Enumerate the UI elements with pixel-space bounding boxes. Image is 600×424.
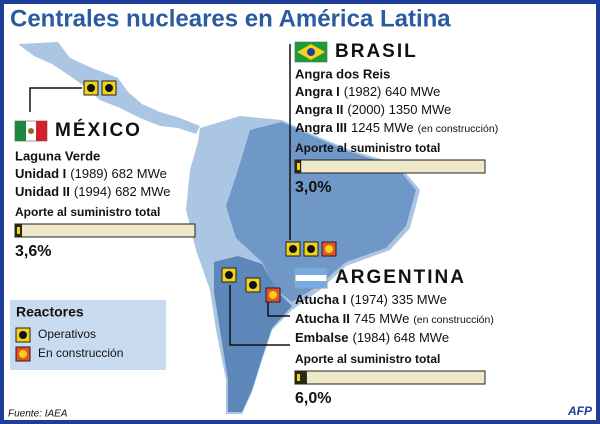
reactor-detail: 745 MWe — [354, 311, 409, 326]
reactor-operating — [83, 80, 99, 96]
reactor-line: Atucha II 745 MWe (en construcción) — [295, 311, 494, 326]
share-bar-track — [14, 223, 196, 238]
reactor-detail: (1989) 682 MWe — [70, 166, 167, 181]
flag-part — [295, 268, 327, 275]
reactor-operating — [245, 277, 261, 293]
reactor-name: Unidad II — [15, 184, 70, 199]
share-label: 3,0% — [295, 179, 331, 196]
reactor-line: Unidad II (1994) 682 MWe — [15, 184, 170, 199]
reactor-name: Atucha II — [295, 311, 350, 326]
flag-part — [28, 128, 34, 134]
connector — [267, 300, 290, 317]
icon-core — [19, 331, 27, 339]
reactor-name: Angra III — [295, 120, 347, 135]
reactor-line: Angra I (1982) 640 MWe — [295, 84, 440, 99]
country-name: ARGENTINA — [335, 267, 466, 288]
flag — [14, 120, 48, 142]
flag — [294, 267, 328, 289]
country-name: BRASIL — [335, 41, 418, 62]
reactor-construction — [265, 287, 281, 303]
reactor-detail: (1984) 648 MWe — [352, 330, 449, 345]
reactor-detail: (1974) 335 MWe — [350, 292, 447, 307]
reactor-line: Angra III 1245 MWe (en construcción) — [295, 120, 498, 135]
reactor-name: Atucha I — [295, 292, 346, 307]
flag-part — [15, 121, 26, 141]
reactor-detail: (2000) 1350 MWe — [347, 102, 451, 117]
reactor-detail: (1982) 640 MWe — [344, 84, 441, 99]
share-caption: Aporte al suministro total — [295, 352, 440, 366]
legend: Reactores Operativos En construcción — [10, 300, 166, 370]
reactor-operating — [221, 267, 237, 283]
share-bar-track — [294, 370, 486, 385]
reactor-name: Unidad I — [15, 166, 66, 181]
icon-core — [87, 84, 95, 92]
reactor-line: Angra II (2000) 1350 MWe — [295, 102, 451, 117]
title: Centrales nucleares en América Latina — [10, 5, 451, 32]
country-panel: MÉXICO Laguna Verde Unidad I (1989) 682 MWe… — [14, 119, 196, 260]
connector — [229, 285, 290, 346]
legend-item: Operativos — [38, 327, 96, 341]
site-name: Angra dos Reis — [295, 66, 390, 81]
icon-core — [307, 245, 315, 253]
icon-core — [289, 245, 297, 253]
source: Fuente: IAEA — [8, 409, 68, 420]
flag-part — [307, 48, 315, 56]
reactor-operating — [303, 241, 319, 257]
legend-box — [10, 300, 166, 370]
reactor-operating — [101, 80, 117, 96]
reactor-detail: 1245 MWe — [351, 120, 414, 135]
icon-core — [19, 350, 27, 358]
reactor-name: Angra I — [295, 84, 340, 99]
site-name: Laguna Verde — [15, 148, 100, 163]
reactor-note: (en construcción) — [413, 314, 494, 326]
icon-core — [249, 281, 257, 289]
reactor-note: (en construcción) — [418, 123, 499, 135]
connector — [29, 87, 82, 112]
share-caption: Aporte al suministro total — [295, 141, 440, 155]
share-bar — [294, 370, 307, 385]
share-label: 3,6% — [15, 243, 51, 260]
reactor-line: Atucha I (1974) 335 MWe — [295, 292, 447, 307]
flag — [294, 41, 328, 63]
reactor-name: Angra II — [295, 102, 343, 117]
reactor-construction — [321, 241, 337, 257]
flag-part — [36, 121, 47, 141]
icon-core — [225, 271, 233, 279]
reactor-detail: (1994) 682 MWe — [74, 184, 171, 199]
reactor-operating — [285, 241, 301, 257]
country-panel: BRASIL Angra dos Reis Angra I (1982) 640 MW… — [294, 41, 498, 196]
share-bar-inner — [17, 227, 20, 234]
icon-core — [105, 84, 113, 92]
reactor-name: Embalse — [295, 330, 348, 345]
share-bar-inner — [297, 374, 300, 381]
share-bar-track — [294, 159, 486, 174]
reactor-construction — [15, 346, 31, 362]
share-bar-inner — [297, 163, 300, 170]
credit: AFP — [567, 404, 593, 418]
reactor-operating — [15, 327, 31, 343]
icon-core — [325, 245, 333, 253]
share-caption: Aporte al suministro total — [15, 205, 160, 219]
legend-title: Reactores — [16, 304, 84, 320]
country-name: MÉXICO — [55, 119, 142, 141]
reactor-line: Unidad I (1989) 682 MWe — [15, 166, 167, 181]
reactor-line: Embalse (1984) 648 MWe — [295, 330, 449, 345]
legend-item: En construcción — [38, 346, 123, 360]
share-label: 6,0% — [295, 390, 331, 407]
icon-core — [269, 291, 277, 299]
flag-part — [295, 281, 327, 288]
